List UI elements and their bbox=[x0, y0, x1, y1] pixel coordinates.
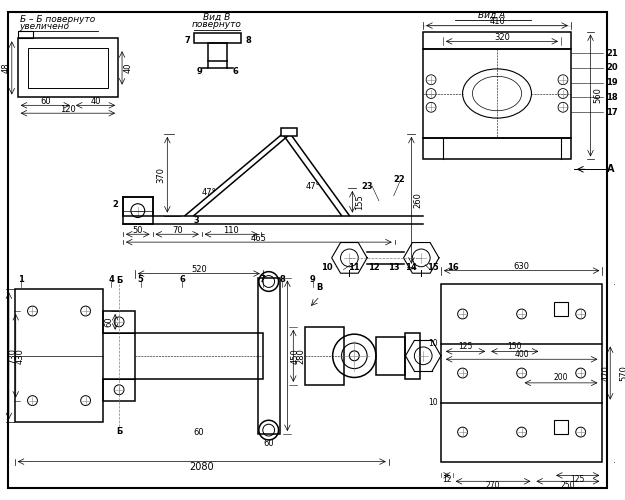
Bar bbox=[281, 128, 298, 136]
Text: 47°: 47° bbox=[201, 188, 216, 198]
Text: 110: 110 bbox=[223, 226, 239, 235]
Text: 10: 10 bbox=[321, 263, 332, 272]
Text: 6: 6 bbox=[232, 68, 238, 76]
Text: 60: 60 bbox=[263, 440, 274, 448]
Text: 11: 11 bbox=[349, 263, 360, 272]
Bar bbox=[18, 30, 34, 38]
Bar bbox=[423, 138, 571, 160]
Bar bbox=[135, 332, 262, 379]
Bar bbox=[376, 336, 406, 375]
Text: 125: 125 bbox=[458, 342, 472, 351]
Text: 8: 8 bbox=[245, 36, 251, 45]
Text: 2: 2 bbox=[112, 200, 118, 209]
Text: A: A bbox=[606, 164, 614, 174]
Text: 13: 13 bbox=[388, 263, 399, 272]
Text: 520: 520 bbox=[191, 265, 207, 274]
Text: 17: 17 bbox=[606, 108, 618, 116]
Text: 60: 60 bbox=[105, 316, 114, 327]
Text: 7: 7 bbox=[184, 36, 190, 45]
Text: 370: 370 bbox=[156, 166, 165, 182]
Bar bbox=[554, 420, 568, 434]
Text: 10: 10 bbox=[428, 339, 438, 348]
Text: 8: 8 bbox=[279, 275, 286, 284]
Text: 22: 22 bbox=[394, 174, 406, 184]
Text: 60: 60 bbox=[194, 428, 204, 436]
Text: Б: Б bbox=[116, 426, 122, 436]
Bar bbox=[123, 197, 152, 224]
Text: 250: 250 bbox=[561, 480, 575, 490]
Bar bbox=[258, 278, 279, 434]
Text: 18: 18 bbox=[606, 93, 618, 102]
Text: 10: 10 bbox=[428, 398, 438, 407]
Text: Б – Б повернуто: Б – Б повернуто bbox=[19, 15, 95, 24]
Text: 320: 320 bbox=[494, 33, 510, 42]
Bar bbox=[305, 327, 344, 385]
Text: 630: 630 bbox=[514, 262, 529, 271]
Text: 9: 9 bbox=[197, 68, 202, 76]
Bar bbox=[554, 302, 568, 316]
Bar bbox=[28, 48, 108, 88]
Bar bbox=[103, 379, 135, 400]
Text: 50: 50 bbox=[132, 226, 143, 235]
Text: Б: Б bbox=[116, 276, 122, 285]
Bar bbox=[15, 290, 103, 422]
Text: 560: 560 bbox=[593, 88, 602, 104]
Text: 150: 150 bbox=[508, 342, 522, 351]
Text: 270: 270 bbox=[486, 480, 501, 490]
Text: 9: 9 bbox=[310, 275, 316, 284]
Text: 40: 40 bbox=[90, 97, 101, 106]
Text: 21: 21 bbox=[606, 48, 618, 58]
Text: увеличено: увеличено bbox=[19, 22, 69, 31]
Bar bbox=[406, 332, 420, 379]
Text: 1: 1 bbox=[18, 275, 24, 284]
Text: 6: 6 bbox=[179, 275, 185, 284]
Text: 570: 570 bbox=[619, 365, 625, 381]
Text: 200: 200 bbox=[554, 374, 568, 382]
Text: 70: 70 bbox=[172, 226, 182, 235]
Text: 12: 12 bbox=[442, 475, 452, 484]
Text: повернуто: повернуто bbox=[192, 20, 241, 29]
Text: 60: 60 bbox=[40, 97, 51, 106]
Text: 5: 5 bbox=[138, 275, 144, 284]
Text: 12: 12 bbox=[368, 263, 380, 272]
Text: 16: 16 bbox=[447, 263, 459, 272]
Text: 280: 280 bbox=[297, 348, 306, 364]
Text: 40: 40 bbox=[124, 62, 132, 73]
Bar bbox=[194, 34, 241, 43]
Text: 120: 120 bbox=[60, 105, 76, 114]
Text: 450: 450 bbox=[291, 348, 300, 364]
Text: 730: 730 bbox=[8, 348, 18, 364]
Text: 430: 430 bbox=[15, 348, 24, 364]
Text: 19: 19 bbox=[606, 78, 618, 87]
Text: 20: 20 bbox=[606, 64, 618, 72]
Text: 4: 4 bbox=[108, 275, 114, 284]
Text: 155: 155 bbox=[355, 194, 364, 210]
Text: 23: 23 bbox=[361, 182, 373, 190]
Text: 125: 125 bbox=[571, 475, 585, 484]
Bar bbox=[208, 44, 227, 61]
Text: 410: 410 bbox=[489, 17, 505, 26]
Bar bbox=[423, 32, 571, 49]
Text: 260: 260 bbox=[414, 192, 422, 208]
Bar bbox=[423, 49, 571, 138]
Bar bbox=[18, 38, 118, 98]
Text: 470: 470 bbox=[602, 365, 611, 381]
Bar bbox=[441, 284, 602, 462]
Text: 2080: 2080 bbox=[189, 462, 214, 471]
Text: 14: 14 bbox=[406, 263, 418, 272]
Text: 3: 3 bbox=[194, 216, 200, 225]
Text: 15: 15 bbox=[427, 263, 439, 272]
Text: 47°: 47° bbox=[306, 182, 321, 190]
Text: 48: 48 bbox=[1, 62, 11, 73]
Text: 400: 400 bbox=[514, 350, 529, 359]
Text: 465: 465 bbox=[251, 234, 267, 242]
Text: Вид В: Вид В bbox=[203, 13, 230, 22]
Text: В: В bbox=[317, 283, 323, 292]
Text: Вид А: Вид А bbox=[479, 12, 506, 20]
Bar bbox=[103, 311, 135, 332]
Text: 7: 7 bbox=[260, 275, 266, 284]
